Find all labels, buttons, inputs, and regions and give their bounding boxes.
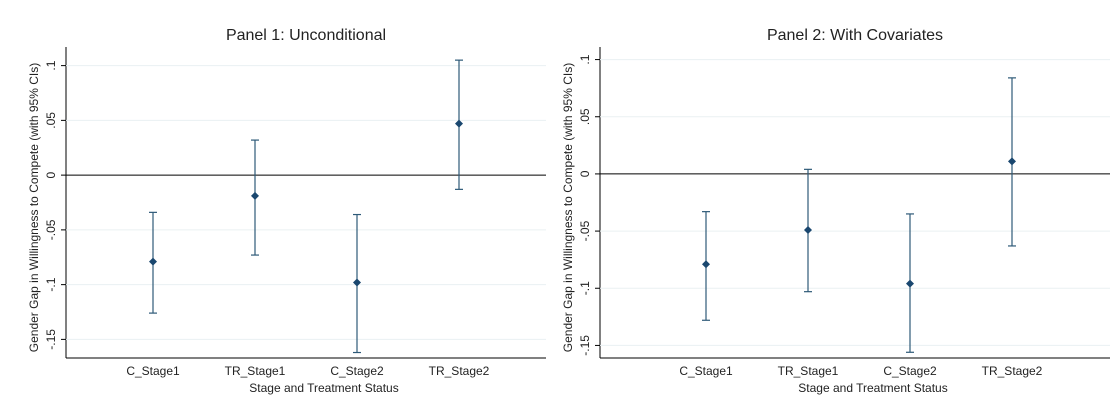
point (455, 119, 463, 128)
x-tick-label: C_Stage1 (679, 364, 733, 378)
x-tick-label: TR_Stage1 (778, 364, 839, 378)
y-tick-label: -.15 (44, 329, 58, 350)
x-tick-label: C_Stage2 (330, 364, 384, 378)
y-tick-label: -.1 (578, 281, 592, 295)
x-tick-label: C_Stage1 (126, 364, 180, 378)
y-tick-label: .1 (578, 54, 592, 64)
y-tick-label: -.05 (578, 220, 592, 241)
x-tick-label: TR_Stage2 (982, 364, 1043, 378)
chart-title: Panel 2: With Covariates (767, 27, 943, 44)
y-tick-label: -.1 (44, 277, 58, 291)
y-tick-label: .05 (44, 112, 58, 129)
point (804, 225, 812, 234)
y-axis-title: Gender Gap in Willingness to Compete (wi… (561, 63, 575, 352)
y-tick-label: -.15 (578, 335, 592, 356)
point (1008, 157, 1016, 166)
point (702, 260, 710, 269)
x-axis-title: Stage and Treatment Status (249, 381, 398, 395)
x-tick-label: TR_Stage2 (429, 364, 490, 378)
point (149, 257, 157, 266)
point (353, 278, 361, 287)
y-axis-title: Gender Gap in Willingness to Compete (wi… (27, 63, 41, 352)
x-tick-label: C_Stage2 (883, 364, 937, 378)
y-tick-label: .1 (44, 60, 58, 70)
y-tick-label: .05 (578, 108, 592, 125)
x-axis-title: Stage and Treatment Status (798, 381, 947, 395)
y-tick-label: 0 (44, 171, 58, 178)
point (906, 279, 914, 288)
chart-title: Panel 1: Unconditional (226, 27, 386, 44)
y-tick-label: -.05 (44, 219, 58, 240)
point (251, 191, 259, 200)
y-tick-label: 0 (578, 170, 592, 177)
x-tick-label: TR_Stage1 (225, 364, 286, 378)
